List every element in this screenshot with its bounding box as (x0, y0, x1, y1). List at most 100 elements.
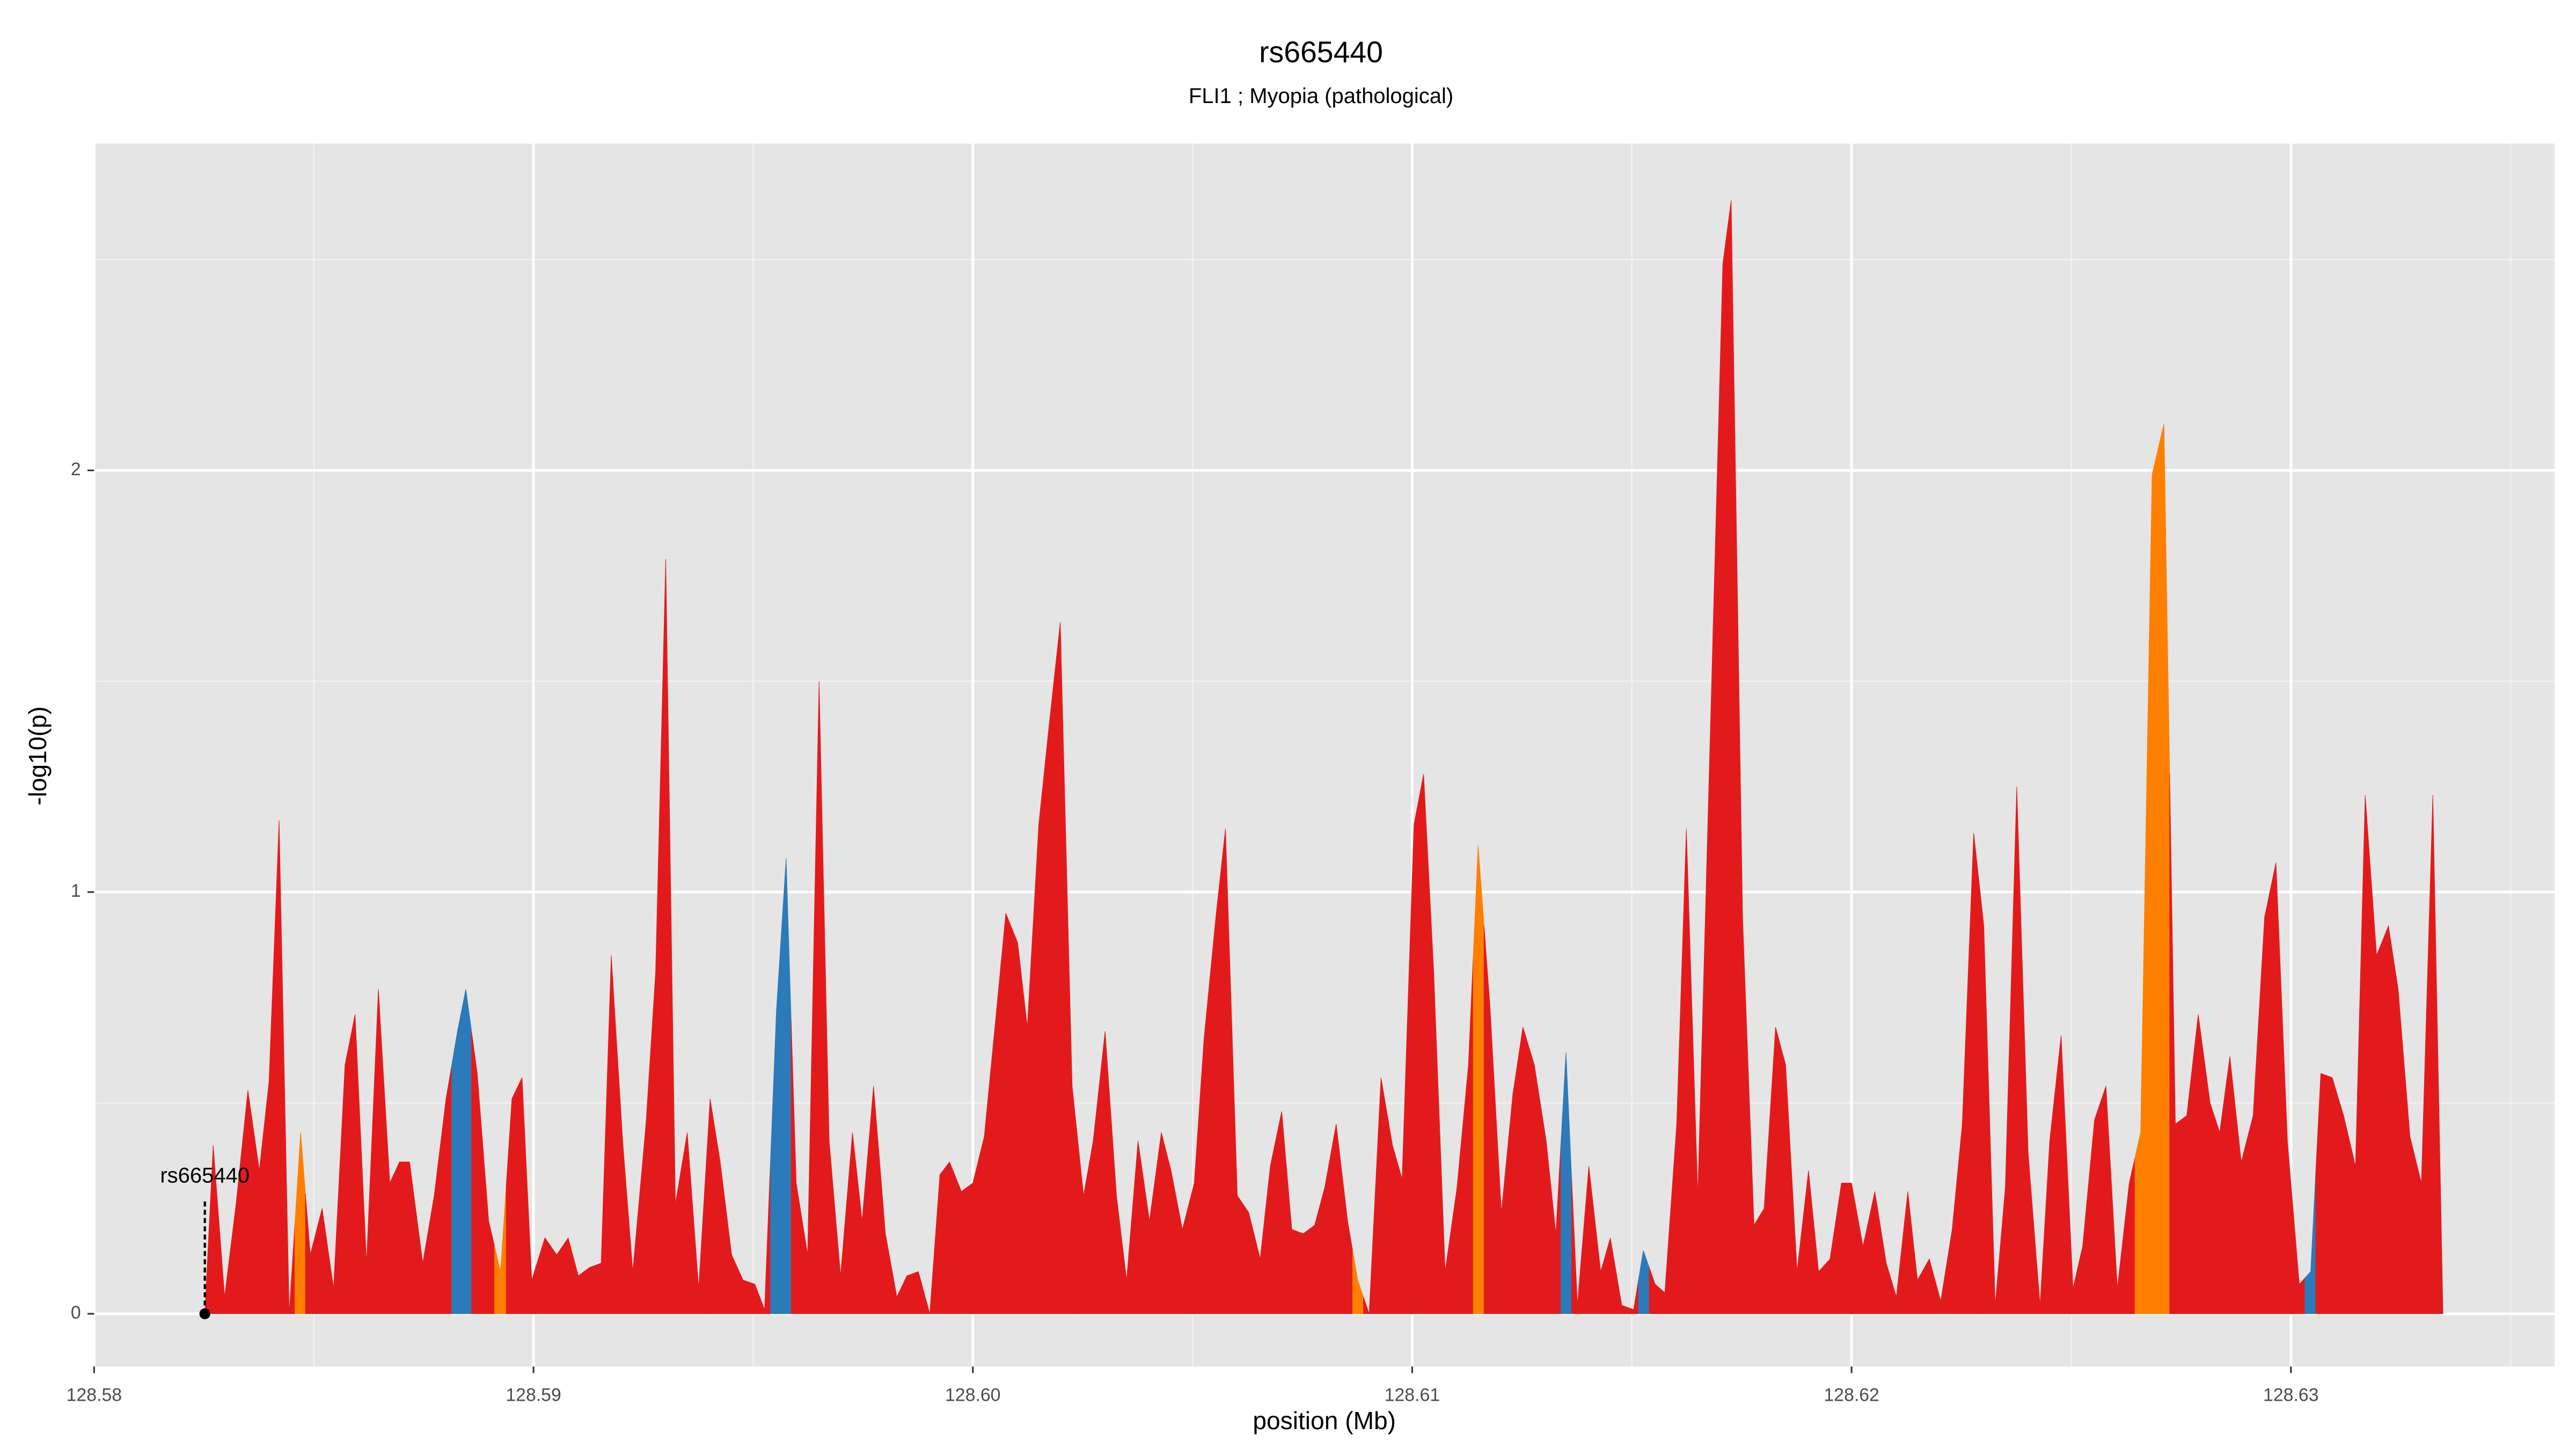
area-segment (759, 1160, 771, 1314)
area-segment (1033, 776, 1044, 1314)
area-segment (1824, 1221, 1836, 1314)
area-segment (526, 1179, 539, 1314)
area-segment (562, 1237, 574, 1314)
area-segment (1254, 1212, 1266, 1314)
area-segment (1077, 1140, 1089, 1314)
area-segment (2111, 1187, 2124, 1314)
area-segment (1517, 1027, 1529, 1314)
area-segment (1935, 1265, 1947, 1314)
area-segment (1188, 1111, 1199, 1314)
area-segment (1319, 1155, 1331, 1314)
area-segment (2169, 774, 2182, 1314)
area-segment (2404, 1063, 2416, 1314)
area-segment (944, 1161, 956, 1314)
area-segment (360, 1126, 373, 1314)
area-segment (1143, 1176, 1156, 1314)
area-segment (737, 1267, 750, 1314)
area-segment (749, 1282, 760, 1314)
x-tick-label: 128.62 (1824, 1385, 1879, 1406)
area-segment (650, 765, 661, 1314)
area-segment (1011, 927, 1023, 1314)
area-segment (1835, 1182, 1847, 1314)
area-segment (394, 1161, 405, 1314)
area-segment (1066, 854, 1078, 1314)
area-segment (1561, 1052, 1572, 1314)
area-segment (2235, 1109, 2248, 1314)
y-axis-label: -log10(p) (24, 706, 52, 806)
area-segment (801, 968, 814, 1314)
area-segment (1408, 799, 1419, 1314)
marks: rs665440 (160, 200, 2443, 1320)
area-segment (1352, 1250, 1364, 1314)
area-segment (715, 1130, 727, 1314)
area-segment (857, 1153, 868, 1314)
area-segment (2337, 1096, 2350, 1314)
area-segment (1265, 1138, 1277, 1314)
area-segment (813, 681, 825, 1314)
area-segment (1868, 1191, 1881, 1314)
area-segment (316, 1208, 328, 1314)
area-segment (1813, 1221, 1825, 1314)
area-segment (912, 1271, 925, 1314)
area-segment (2349, 980, 2361, 1314)
area-segment (327, 1176, 340, 1314)
area-segment (639, 1048, 652, 1314)
area-segment (2315, 1073, 2327, 1314)
area-segment (1308, 1206, 1320, 1314)
area-segment (1198, 978, 1210, 1314)
area-segment (1341, 1172, 1353, 1314)
area-segment (372, 989, 385, 1314)
area-segment (2393, 957, 2405, 1314)
area-segment (1571, 1179, 1584, 1314)
area-segment (2192, 1014, 2205, 1314)
area-segment (1802, 1170, 1814, 1314)
area-segment (1716, 232, 1728, 1314)
annotation-point (199, 1308, 210, 1320)
area-segment (1726, 200, 1737, 1314)
area-segment (295, 1132, 306, 1314)
area-segment (1397, 1001, 1409, 1314)
area-segment (471, 1031, 484, 1314)
area-segment (1703, 510, 1717, 1314)
area-segment (1209, 873, 1221, 1314)
annotation-label: rs665440 (160, 1163, 250, 1187)
chart-title: rs665440 (1259, 35, 1383, 69)
area-segment (1550, 1143, 1562, 1314)
area-segment (791, 1020, 802, 1314)
area-segment (1286, 1170, 1298, 1314)
area-segment (2146, 449, 2158, 1314)
area-segment (1946, 1176, 1958, 1314)
area-segment (1681, 829, 1693, 1314)
area-segment (573, 1256, 584, 1314)
area-segment (1923, 1258, 1936, 1314)
area-segment (428, 1147, 441, 1314)
y-tick-label: 0 (71, 1302, 81, 1323)
area-segment (1649, 1267, 1660, 1314)
area-segment (781, 858, 792, 1314)
area-segment (1912, 1235, 1924, 1314)
area-segment (264, 951, 275, 1314)
x-tick-label: 128.63 (2263, 1385, 2318, 1406)
area-segment (1791, 1168, 1803, 1314)
area-segment (2293, 1212, 2306, 1314)
area-segment (1418, 774, 1429, 1314)
area-segment (1428, 873, 1440, 1314)
area-segment (1451, 1126, 1463, 1314)
area-segment (2326, 1075, 2338, 1314)
area-segment (1242, 1203, 1255, 1314)
area-segment (209, 1145, 219, 1314)
area-segment (2067, 1162, 2079, 1314)
area-segment (2415, 989, 2428, 1314)
area-segment (482, 1147, 495, 1314)
area-segment (218, 1221, 231, 1314)
area-segment (1054, 622, 1067, 1314)
area-segment (1540, 1103, 1552, 1314)
area-segment (1043, 675, 1055, 1314)
area-segment (1462, 955, 1474, 1314)
area-segment (824, 911, 836, 1314)
area-segment (1528, 1045, 1541, 1314)
area-segment (2100, 1086, 2112, 1314)
area-segment (2258, 890, 2271, 1314)
area-segment (1759, 1117, 1770, 1314)
area-segment (1439, 1122, 1452, 1314)
